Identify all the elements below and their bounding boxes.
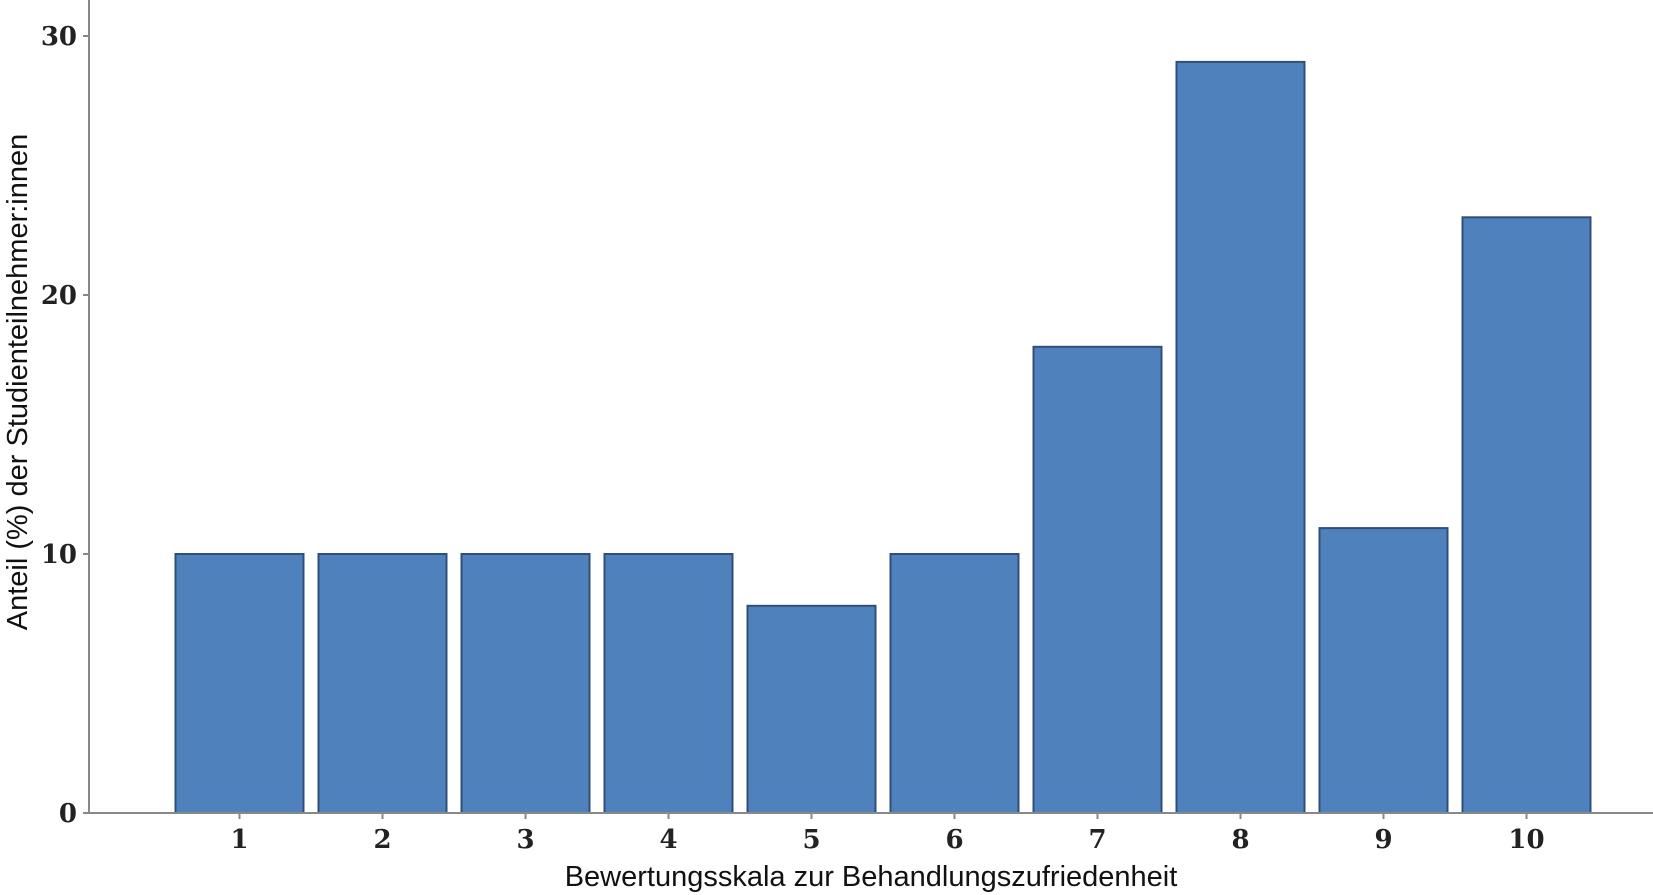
x-axis-title: Bewertungsskala zur Behandlungszufrieden…	[565, 861, 1178, 893]
bar-4	[603, 553, 734, 814]
bar-5	[746, 604, 877, 814]
y-tick-label: 0	[59, 799, 77, 829]
y-tick-label: 10	[41, 540, 77, 570]
bar-7	[1032, 345, 1163, 814]
x-tick-label-7: 7	[1088, 825, 1106, 855]
x-tick-label-4: 4	[659, 825, 677, 855]
bar-2	[317, 553, 448, 814]
y-tick-label: 20	[41, 281, 77, 311]
bar-3	[460, 553, 591, 814]
y-ticks-group: 0 10 20 30	[41, 22, 89, 829]
x-tick-label-8: 8	[1231, 825, 1249, 855]
bar-8	[1175, 60, 1306, 814]
x-ticks-group: 1 2 3 4 5 6 7 8 9 10	[230, 813, 1545, 855]
bar-1	[174, 553, 305, 814]
bar-6	[889, 553, 1020, 814]
x-tick-label-1: 1	[230, 825, 248, 855]
x-tick-label-2: 2	[373, 825, 391, 855]
x-tick-label-10: 10	[1508, 825, 1544, 855]
x-tick-label-3: 3	[516, 825, 534, 855]
bar-9	[1318, 527, 1449, 814]
x-tick-label-5: 5	[802, 825, 820, 855]
x-tick-label-9: 9	[1374, 825, 1392, 855]
bar-10	[1461, 216, 1592, 815]
y-tick-label: 30	[41, 22, 77, 52]
x-tick-label-6: 6	[945, 825, 963, 855]
bars-group	[174, 60, 1592, 815]
y-axis-title: Anteil (%) der Studienteilnehmer:innen	[2, 134, 34, 631]
